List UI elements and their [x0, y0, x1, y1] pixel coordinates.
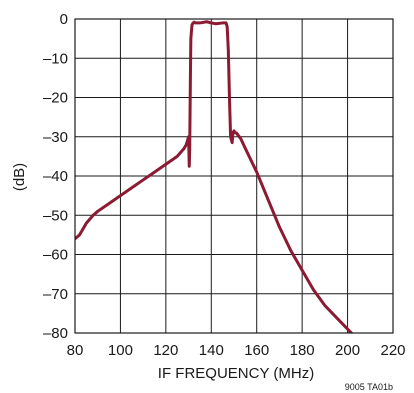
- axes: 80 100 120 140 160 180 200 220 0 –10 –20 –30 –40 –50 –…: [43, 11, 406, 359]
- y-tick-label-0: 0: [60, 11, 68, 28]
- x-tick-label-80: 80: [67, 342, 84, 359]
- y-tick-label-neg80: –80: [43, 325, 68, 342]
- x-tick-label-180: 180: [290, 342, 315, 359]
- x-tick-label-140: 140: [199, 342, 224, 359]
- x-tick-label-100: 100: [108, 342, 133, 359]
- y-tick-label-neg70: –70: [43, 286, 68, 303]
- y-tick-label-neg50: –50: [43, 207, 68, 224]
- x-tick-label-120: 120: [153, 342, 178, 359]
- y-tick-label-neg40: –40: [43, 168, 68, 185]
- x-tick-label-220: 220: [380, 342, 405, 359]
- y-tick-label-neg10: –10: [43, 50, 68, 67]
- x-tick-label-200: 200: [335, 342, 360, 359]
- y-axis-title: (dB): [11, 163, 28, 191]
- x-axis-title: IF FREQUENCY (MHz): [158, 365, 314, 382]
- y-tick-label-neg20: –20: [43, 90, 68, 107]
- y-tick-label-neg30: –30: [43, 129, 68, 146]
- y-tick-label-neg60: –60: [43, 247, 68, 264]
- series-line-0: [75, 20, 354, 333]
- grid: [74, 18, 394, 334]
- plot-frame: [74, 18, 394, 334]
- plot-area: [75, 20, 354, 333]
- x-tick-label-160: 160: [244, 342, 269, 359]
- figure-code: 9005 TA01b: [345, 382, 393, 392]
